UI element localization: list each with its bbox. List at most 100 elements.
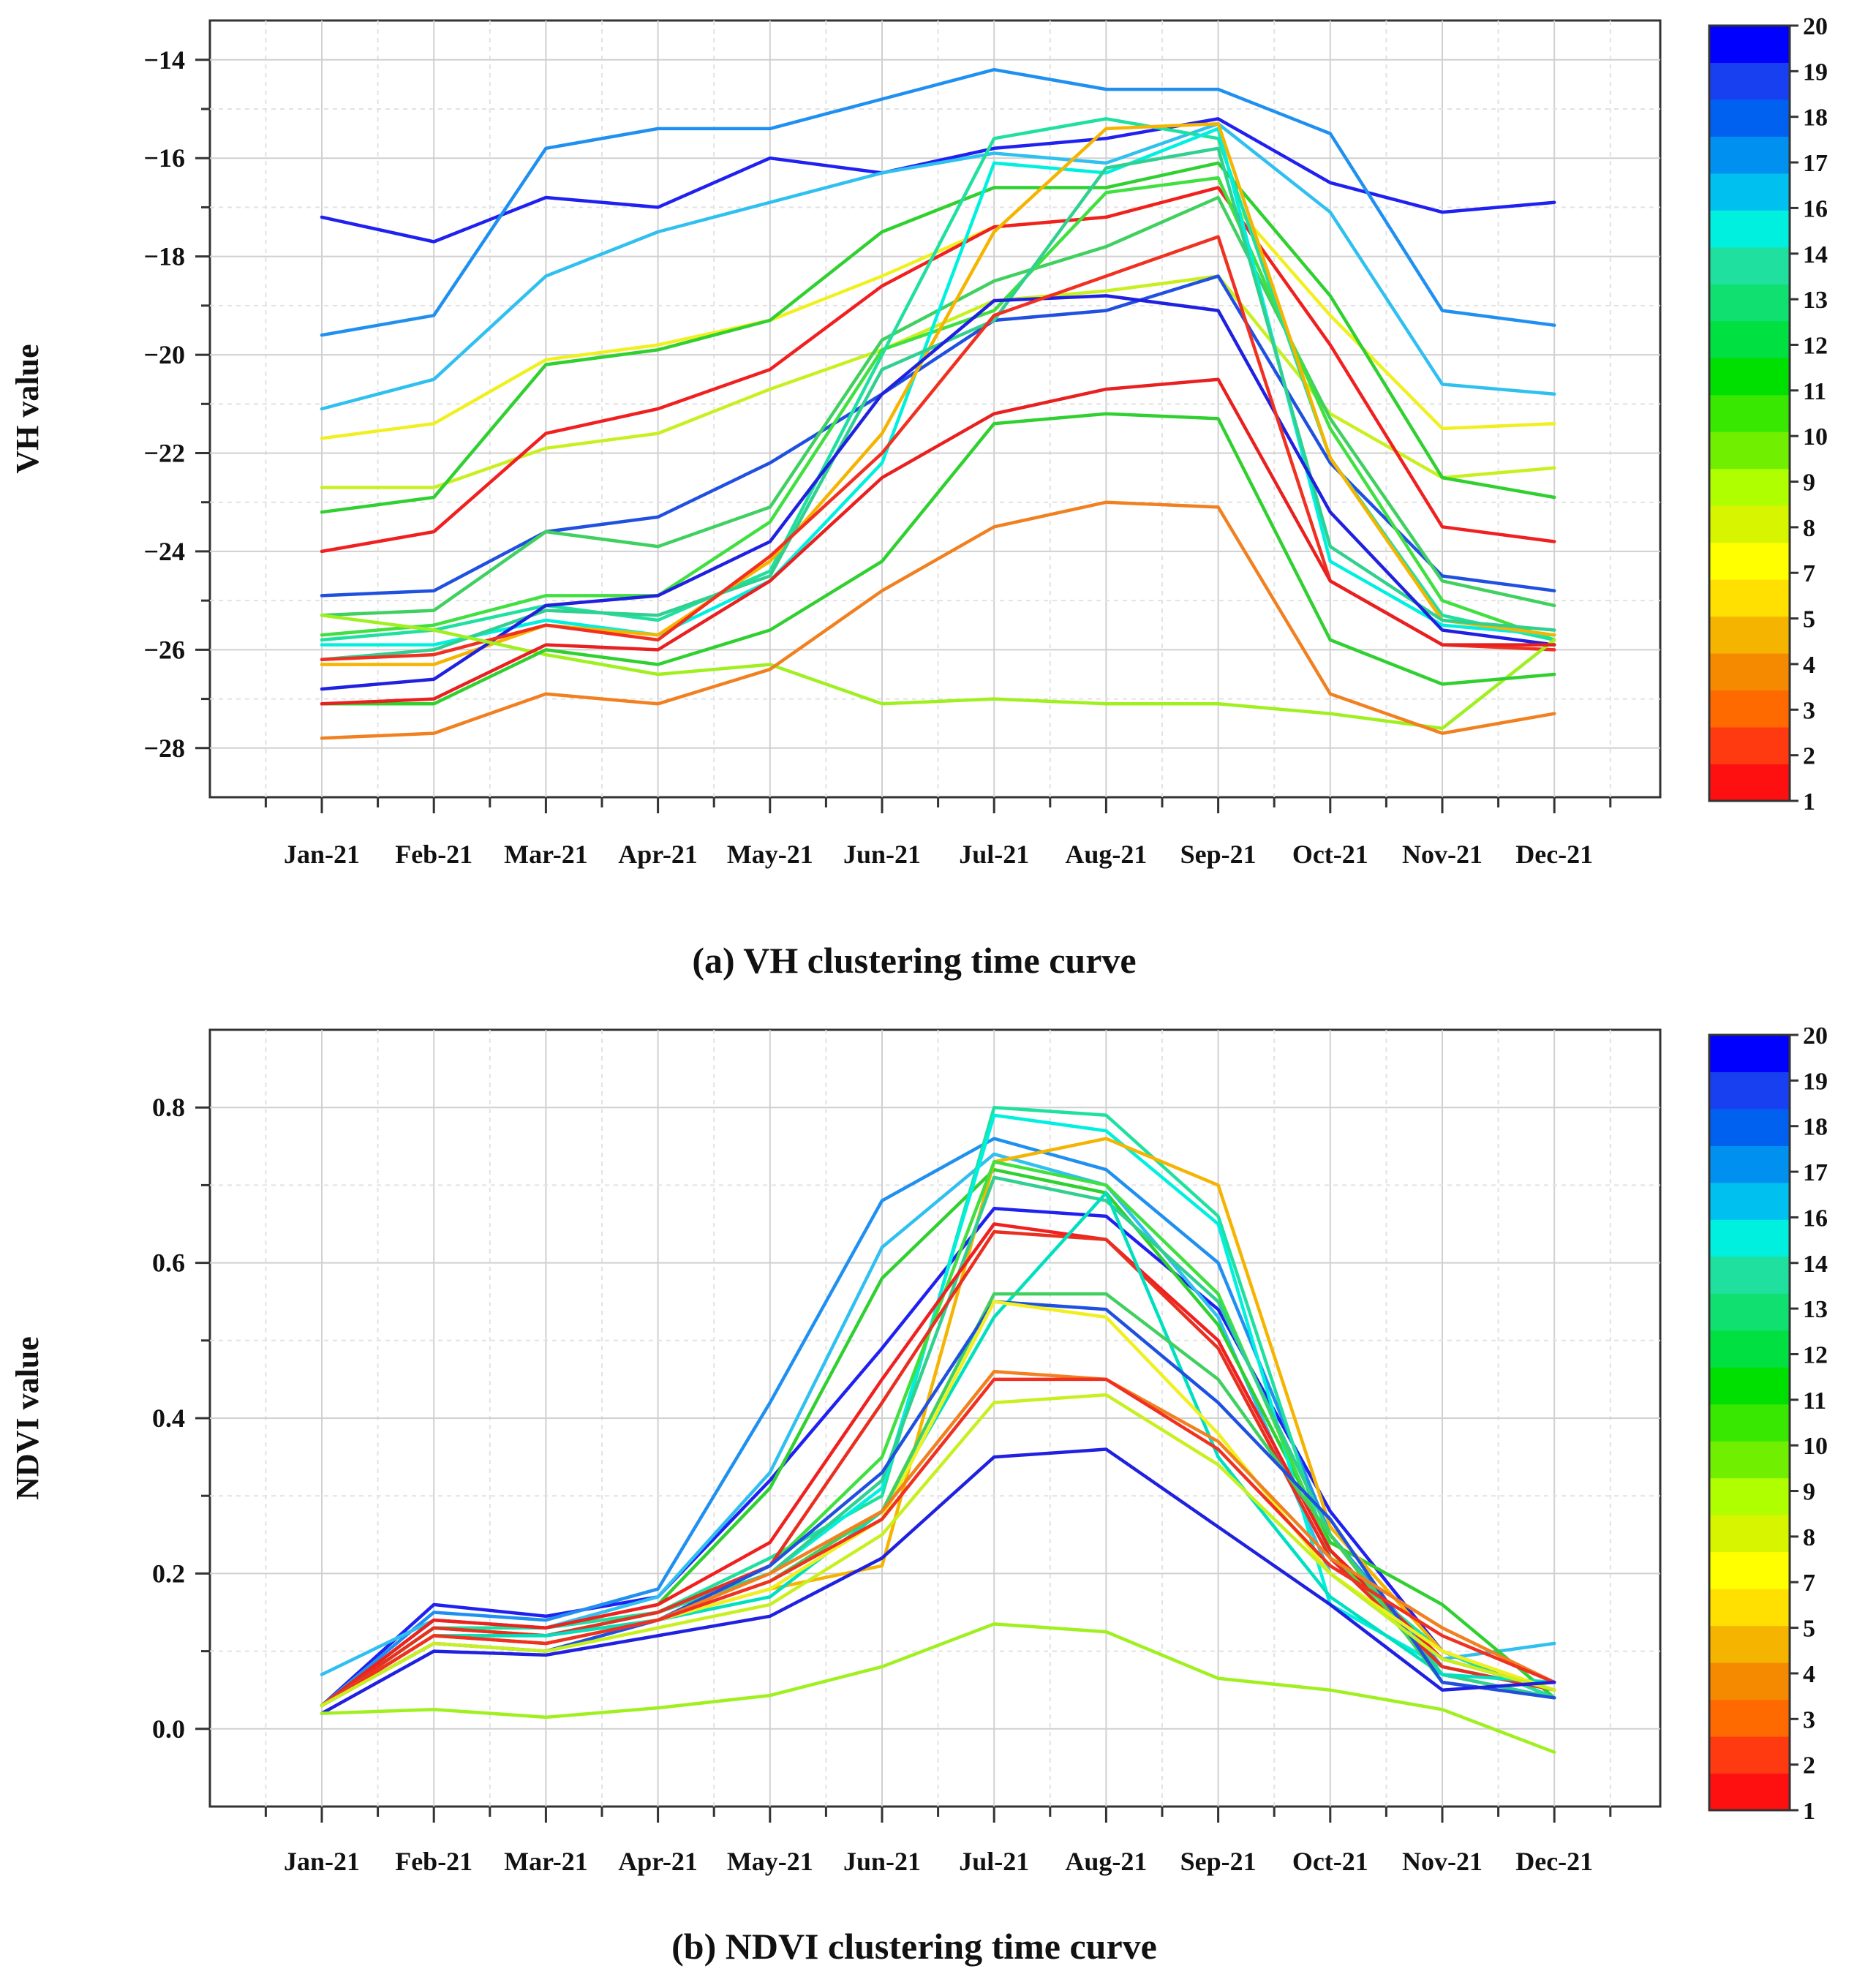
y-tick-label: 0.8	[152, 1093, 185, 1122]
x-tick-label: Jan-21	[284, 1847, 360, 1876]
series-line-2	[320, 67, 1556, 337]
colorbar-label: 5	[1803, 606, 1815, 633]
x-tick-label: Jul-21	[959, 840, 1029, 869]
series-line-19	[320, 1447, 1556, 1715]
colorbar-label: 14	[1803, 241, 1828, 268]
colorbar-swatch	[1709, 616, 1790, 654]
colorbar-swatch	[1709, 764, 1790, 802]
x-tick-label: Nov-21	[1402, 840, 1483, 869]
ndvi-caption: (b) NDVI clustering time curve	[671, 1926, 1157, 1967]
y-tick-label: −26	[143, 635, 185, 664]
colorbar-label: 16	[1803, 195, 1828, 222]
colorbar-swatch	[1709, 1441, 1790, 1479]
colorbar-swatch	[1709, 542, 1790, 580]
colorbar-label: 13	[1803, 287, 1828, 314]
colorbar-swatch	[1709, 1108, 1790, 1146]
vh-series-group	[320, 67, 1556, 740]
y-tick-label: 0.6	[152, 1248, 185, 1278]
colorbar-swatch	[1709, 1219, 1790, 1257]
colorbar-swatch	[1709, 1182, 1790, 1220]
colorbar-swatch	[1709, 1404, 1790, 1442]
colorbar-swatch	[1709, 1477, 1790, 1515]
x-tick-label: Sep-21	[1180, 840, 1257, 869]
series-line-19	[320, 377, 1556, 706]
colorbar-swatch	[1709, 1551, 1790, 1589]
colorbar-label: 16	[1803, 1205, 1828, 1232]
colorbar-label: 11	[1803, 378, 1826, 405]
x-tick-label: Oct-21	[1292, 840, 1368, 869]
x-tick-label: Sep-21	[1180, 1847, 1257, 1876]
series-line-5	[320, 274, 1556, 489]
ndvi-axes: 0.0 0.2 0.4 0.6 0.8 Jan-21 Feb-21 Mar-21 Apr-21 M…	[152, 1093, 1612, 1876]
colorbar-swatch	[1709, 173, 1790, 211]
colorbar-swatch	[1709, 62, 1790, 100]
colorbar-label: 17	[1803, 150, 1828, 177]
x-tick-label: Dec-21	[1515, 840, 1593, 869]
x-tick-label: Feb-21	[395, 840, 472, 869]
y-tick-label: −28	[143, 734, 185, 763]
colorbar-label: 3	[1803, 697, 1815, 724]
colorbar-label: 2	[1803, 743, 1815, 770]
y-tick-label: −14	[143, 45, 185, 75]
x-tick-label: Jul-21	[959, 1847, 1029, 1876]
colorbar-label: 8	[1803, 1524, 1815, 1551]
colorbar-swatch	[1709, 136, 1790, 174]
colorbar-swatch	[1709, 1330, 1790, 1368]
series-line-6	[320, 161, 1556, 514]
colorbar-label: 8	[1803, 515, 1815, 542]
x-tick-label: Mar-21	[504, 1847, 588, 1876]
colorbar-label: 7	[1803, 560, 1815, 587]
colorbar-frame	[1708, 24, 1791, 802]
y-tick-label: 0.2	[152, 1559, 185, 1588]
ndvi-series-group	[320, 1105, 1556, 1754]
x-tick-label: May-21	[727, 840, 813, 869]
colorbar-swatch	[1709, 1589, 1790, 1627]
x-tick-label: Feb-21	[395, 1847, 472, 1876]
ndvi-gridlines	[210, 1030, 1660, 1807]
series-line-7	[320, 186, 1556, 554]
colorbar-label: 4	[1803, 652, 1815, 679]
x-tick-label: Nov-21	[1402, 1847, 1483, 1876]
series-line-17	[320, 1377, 1556, 1708]
x-tick-label: Aug-21	[1065, 840, 1147, 869]
colorbar-label: 11	[1803, 1387, 1826, 1415]
series-line-18	[320, 412, 1556, 706]
colorbar-swatch	[1709, 1367, 1790, 1405]
series-line-12	[320, 1191, 1556, 1708]
colorbar-swatch	[1709, 690, 1790, 728]
colorbar-label: 17	[1803, 1159, 1828, 1186]
y-tick-label: 0.0	[152, 1714, 185, 1744]
colorbar-label: 19	[1803, 59, 1828, 86]
colorbar-label: 7	[1803, 1570, 1815, 1597]
colorbar-swatch	[1709, 1145, 1790, 1183]
x-tick-label: Jan-21	[284, 840, 360, 869]
x-tick-label: Apr-21	[618, 840, 698, 869]
colorbar-swatch	[1709, 1773, 1790, 1811]
colorbar-label: 1	[1803, 788, 1815, 816]
series-line-17	[320, 614, 1556, 731]
colorbar-swatch	[1709, 1071, 1790, 1110]
colorbar-swatch	[1709, 468, 1790, 506]
colorbar-label: 18	[1803, 1114, 1828, 1141]
ndvi-y-axis-title: NDVI value	[10, 1336, 45, 1500]
colorbar-label: 2	[1803, 1752, 1815, 1779]
colorbar-swatch	[1709, 1736, 1790, 1774]
colorbar-label: 9	[1803, 1479, 1815, 1506]
colorbar-swatch	[1709, 320, 1790, 358]
y-tick-label: −22	[143, 438, 185, 467]
series-line-3	[320, 121, 1556, 411]
colorbar-label: 4	[1803, 1661, 1815, 1688]
y-tick-label: −18	[143, 242, 185, 271]
colorbar-swatch	[1709, 432, 1790, 470]
colorbar-swatch	[1709, 99, 1790, 137]
colorbar-swatch	[1709, 246, 1790, 285]
colorbar-label: 3	[1803, 1706, 1815, 1733]
vh-caption: (a) VH clustering time curve	[692, 940, 1136, 981]
colorbar-swatch	[1709, 284, 1790, 322]
x-tick-label: Oct-21	[1292, 1847, 1368, 1876]
colorbar-swatch	[1709, 579, 1790, 617]
colorbar-swatch	[1709, 1515, 1790, 1553]
vh-chart-panel: −28 −26 −24 −22 −20 −18 −16 −14 Jan-21 Feb-21 Mar-…	[10, 13, 1828, 981]
